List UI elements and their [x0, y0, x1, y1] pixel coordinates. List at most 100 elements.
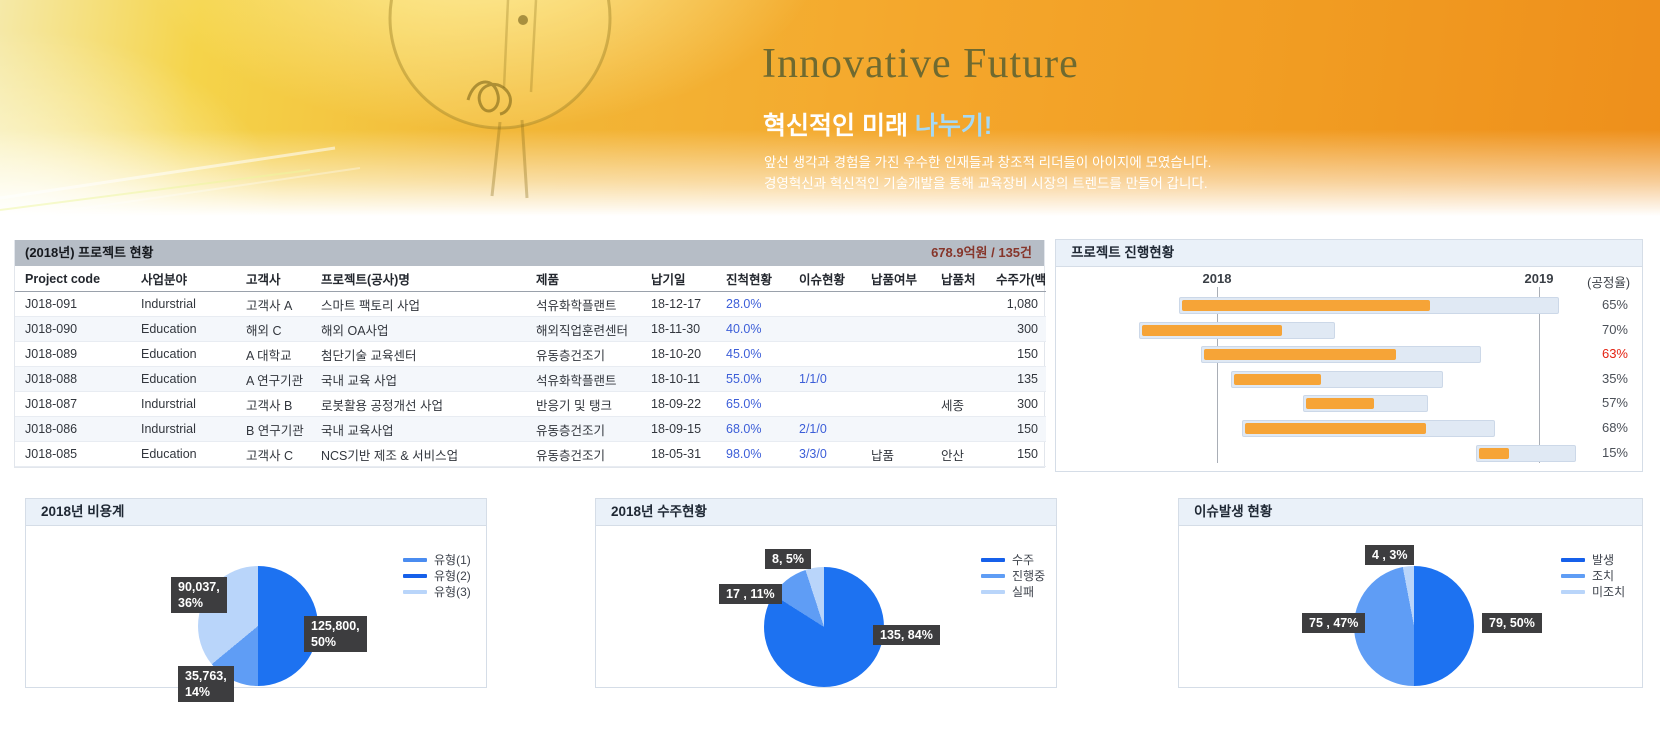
table-cell — [861, 416, 931, 442]
table-cell: Education — [131, 316, 236, 342]
legend-label: 유형(2) — [434, 569, 471, 583]
gantt-chart: 2018 2019 (공정율) 65% 70% 63% 35% 57% 68% 15% — [1056, 267, 1642, 471]
legend-marker-icon — [1561, 573, 1585, 578]
table-row: J018-090 Education 해외 C 해외 OA사업 해외직업훈련센터 18-1… — [15, 316, 1046, 342]
gantt-gridline — [1217, 287, 1218, 463]
legend-label: 조치 — [1592, 569, 1615, 583]
table-cell — [861, 291, 931, 317]
legend-marker-icon — [981, 557, 1005, 562]
lightbulb-sketch — [0, 0, 612, 216]
table-cell: J018-086 — [15, 416, 131, 442]
table-cell — [931, 291, 986, 317]
table-cell: 18-10-11 — [641, 366, 716, 392]
table-cell: J018-089 — [15, 341, 131, 367]
orders-pie-panel: 2018년 수주현황 8, 5% 17 , 11% 135, 84% 수주 진행중 실패 — [595, 498, 1057, 688]
table-cell: 1,080 — [986, 291, 1046, 317]
table-cell: 18-11-30 — [641, 316, 716, 342]
gantt-progress-bar — [1204, 349, 1396, 360]
cost-pie-panel: 2018년 비용계 90,037, 36% 125,800, 50% 35,763, 14… — [25, 498, 487, 702]
table-cell: 해외직업훈련센터 — [526, 316, 641, 342]
column-header: 사업분야 — [131, 266, 236, 292]
legend-item: 발생 — [1561, 553, 1625, 567]
legend-marker-icon — [403, 589, 427, 594]
table-cell[interactable]: 28.0% — [716, 291, 789, 317]
table-cell: 첨단기술 교육센터 — [311, 341, 526, 367]
table-cell — [789, 391, 861, 417]
gantt-track — [1231, 371, 1443, 388]
table-cell: 300 — [986, 316, 1046, 342]
table-cell[interactable]: 55.0% — [716, 366, 789, 392]
table-cell: 국내 교육사업 — [311, 416, 526, 442]
table-cell: 18-09-22 — [641, 391, 716, 417]
table-cell: 150 — [986, 416, 1046, 442]
legend-item: 수주 — [981, 553, 1045, 567]
legend-item: 실패 — [981, 585, 1045, 599]
column-header: 납기일 — [641, 266, 716, 292]
table-cell: B 연구기관 — [236, 416, 311, 442]
table-cell: NCS기반 제조 & 서비스업 — [311, 441, 526, 467]
column-header: 납품처 — [931, 266, 986, 292]
gantt-axis-year: 2019 — [1524, 271, 1554, 286]
legend-label: 발생 — [1592, 553, 1615, 567]
pie-chart — [764, 567, 884, 687]
legend-label: 유형(1) — [434, 553, 471, 567]
table-cell[interactable]: 98.0% — [716, 441, 789, 467]
legend-item: 유형(1) — [403, 553, 471, 567]
gantt-track — [1242, 420, 1495, 437]
table-cell: 고객사 A — [236, 291, 311, 317]
gantt-progress-bar — [1245, 423, 1426, 434]
column-header: 제품 — [526, 266, 641, 292]
pie-legend: 유형(1) 유형(2) 유형(3) — [403, 553, 471, 601]
pie-data-label: 35,763, 14% — [178, 666, 234, 702]
table-cell[interactable]: 1/1/0 — [789, 366, 861, 392]
table-cell[interactable]: 68.0% — [716, 416, 789, 442]
table-cell: Education — [131, 366, 236, 392]
banner-description: 앞선 생각과 경험을 가진 우수한 인재들과 창조적 리더들이 아이지에 모였습… — [764, 152, 1211, 194]
orders-pie-chart: 8, 5% 17 , 11% 135, 84% 수주 진행중 실패 — [596, 526, 1056, 687]
table-cell[interactable]: 3/3/0 — [789, 441, 861, 467]
table-cell — [789, 316, 861, 342]
table-cell: J018-085 — [15, 441, 131, 467]
legend-marker-icon — [1561, 557, 1585, 562]
legend-label: 유형(3) — [434, 585, 471, 599]
table-cell — [931, 316, 986, 342]
gantt-track — [1303, 395, 1428, 412]
table-cell: 18-12-17 — [641, 291, 716, 317]
pie-data-label: 79, 50% — [1482, 613, 1542, 633]
table-cell: 150 — [986, 441, 1046, 467]
gantt-track — [1179, 297, 1559, 314]
gantt-panel-title: 프로젝트 진행현황 — [1056, 240, 1642, 267]
table-cell: 18-09-15 — [641, 416, 716, 442]
table-cell: Education — [131, 341, 236, 367]
table-cell: Indurstrial — [131, 391, 236, 417]
pie-data-label: 135, 84% — [873, 625, 940, 645]
table-cell: J018-091 — [15, 291, 131, 317]
legend-marker-icon — [403, 573, 427, 578]
table-cell: 18-10-20 — [641, 341, 716, 367]
table-cell: 국내 교육 사업 — [311, 366, 526, 392]
gantt-progress-bar — [1306, 398, 1374, 409]
issues-pie-panel: 이슈발생 현황 4 , 3% 75 , 47% 79, 50% 발생 조치 미조치 — [1178, 498, 1643, 688]
gantt-progress-label: 68% — [1601, 420, 1628, 435]
table-cell — [789, 341, 861, 367]
table-cell[interactable]: 45.0% — [716, 341, 789, 367]
banner-subtitle-accent: 나누기! — [914, 112, 993, 140]
column-header: 프로젝트(공사)명 — [311, 266, 526, 292]
table-cell: 고객사 B — [236, 391, 311, 417]
pie-data-label: 75 , 47% — [1302, 613, 1366, 633]
gantt-progress-label: 35% — [1601, 371, 1628, 386]
table-cell: 스마트 팩토리 사업 — [311, 291, 526, 317]
table-cell — [931, 416, 986, 442]
table-cell: A 연구기관 — [236, 366, 311, 392]
banner-subtitle-main: 혁신적인 미래 — [763, 112, 915, 140]
table-cell: 석유화학플랜트 — [526, 366, 641, 392]
table-cell — [789, 291, 861, 317]
pie-chart — [1354, 566, 1474, 686]
table-cell[interactable]: 40.0% — [716, 316, 789, 342]
table-cell[interactable]: 65.0% — [716, 391, 789, 417]
legend-label: 실패 — [1012, 585, 1035, 599]
column-header: 수주가(백만) — [986, 266, 1046, 292]
table-cell[interactable]: 2/1/0 — [789, 416, 861, 442]
table-cell — [861, 391, 931, 417]
issues-pie-chart: 4 , 3% 75 , 47% 79, 50% 발생 조치 미조치 — [1179, 526, 1642, 687]
